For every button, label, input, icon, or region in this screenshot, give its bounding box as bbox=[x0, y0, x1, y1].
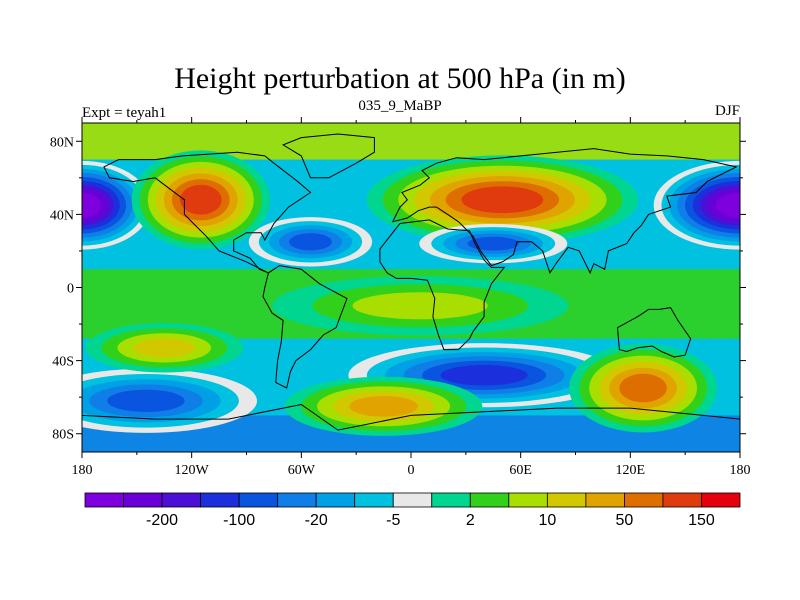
contour-level bbox=[619, 373, 667, 403]
x-tick-label: 60W bbox=[288, 463, 316, 478]
contour-level bbox=[179, 184, 222, 215]
feature-high-tropics bbox=[272, 276, 569, 336]
feature-ridge-australia bbox=[569, 343, 718, 433]
feature-trough-north-pacific-west bbox=[82, 160, 152, 250]
x-tick-label: 120W bbox=[175, 463, 210, 478]
colorbar-swatch bbox=[123, 492, 163, 508]
y-tick-label: 40N bbox=[50, 208, 74, 223]
contour-level bbox=[82, 193, 102, 218]
colorbar-swatch bbox=[662, 492, 702, 508]
contour-level bbox=[461, 186, 544, 214]
colorbar-label: 150 bbox=[688, 512, 715, 529]
x-tick-label: 120E bbox=[616, 463, 646, 478]
run-label: 035_9_MaBP bbox=[358, 98, 442, 114]
coastline bbox=[616, 307, 692, 358]
contour-level bbox=[349, 395, 418, 417]
colorbar-swatch bbox=[469, 492, 510, 508]
colorbar: -200 -100 -20 -5 2 10 50 150 bbox=[84, 492, 741, 529]
coastline bbox=[391, 148, 738, 275]
season-label: DJF bbox=[714, 103, 740, 119]
coastline bbox=[379, 219, 506, 351]
colorbar-swatch bbox=[238, 492, 279, 508]
colorbar-swatch bbox=[585, 492, 625, 508]
colorbar-swatch bbox=[354, 492, 394, 508]
feature-ridge-south-atlantic bbox=[284, 376, 483, 436]
experiment-label: Expt = teyah1 bbox=[82, 105, 167, 121]
colorbar-label: -100 bbox=[223, 512, 255, 529]
colorbar-label: -200 bbox=[146, 512, 178, 529]
colorbar-label: 50 bbox=[616, 512, 634, 529]
x-tick-label: 180 bbox=[730, 463, 751, 478]
colorbar-label: 2 bbox=[466, 512, 475, 529]
page-title: Height perturbation at 500 hPa (in m) bbox=[174, 62, 626, 95]
y-tick-label: 80N bbox=[50, 135, 74, 150]
contour-level bbox=[288, 233, 332, 251]
colorbar-swatch bbox=[161, 492, 201, 508]
y-tick-label: 40S bbox=[52, 355, 74, 370]
contour-level bbox=[716, 193, 740, 218]
feature-ridge-north-america bbox=[131, 150, 270, 250]
colorbar-swatch bbox=[392, 492, 433, 508]
colorbar-swatch bbox=[624, 492, 664, 508]
coastline bbox=[82, 403, 740, 452]
x-tick-label: 180 bbox=[72, 463, 93, 478]
map-axes: 180 120W 60W 0 60E 120E 180 80N 40N 0 40S 80S bbox=[50, 117, 751, 478]
x-tick-label: 0 bbox=[408, 463, 415, 478]
x-tick-label: 60E bbox=[509, 463, 532, 478]
colorbar-label: -5 bbox=[386, 512, 400, 529]
colorbar-swatch bbox=[431, 492, 471, 508]
feature-ridge-south-pacific bbox=[85, 323, 244, 373]
colorbar-swatch bbox=[701, 492, 741, 508]
feature-low-north-atlantic bbox=[248, 217, 373, 267]
y-tick-label: 0 bbox=[67, 282, 74, 297]
coastlines bbox=[82, 133, 740, 452]
colorbar-swatch bbox=[508, 492, 548, 508]
coastline bbox=[281, 133, 375, 179]
feature-low-south-pacific bbox=[82, 368, 257, 433]
colorbar-swatch bbox=[546, 492, 587, 508]
colorbar-swatch bbox=[315, 492, 356, 508]
colorbar-swatch bbox=[84, 492, 124, 508]
contour-level bbox=[440, 364, 528, 386]
contour-level bbox=[467, 236, 520, 251]
contour-level bbox=[352, 292, 488, 320]
y-tick-label: 80S bbox=[52, 428, 74, 443]
feature-low-southern-ocean bbox=[348, 343, 620, 408]
coastline bbox=[262, 265, 348, 389]
colorbar-swatch bbox=[277, 492, 317, 508]
colorbar-swatch bbox=[200, 492, 240, 508]
contour-level bbox=[133, 338, 195, 358]
contour-level bbox=[107, 389, 185, 412]
colorbar-label: -20 bbox=[305, 512, 328, 529]
contour-field bbox=[82, 123, 740, 452]
coastline bbox=[103, 151, 312, 274]
colorbar-label: 10 bbox=[538, 512, 556, 529]
feature-trough-north-pacific-east bbox=[653, 160, 740, 250]
